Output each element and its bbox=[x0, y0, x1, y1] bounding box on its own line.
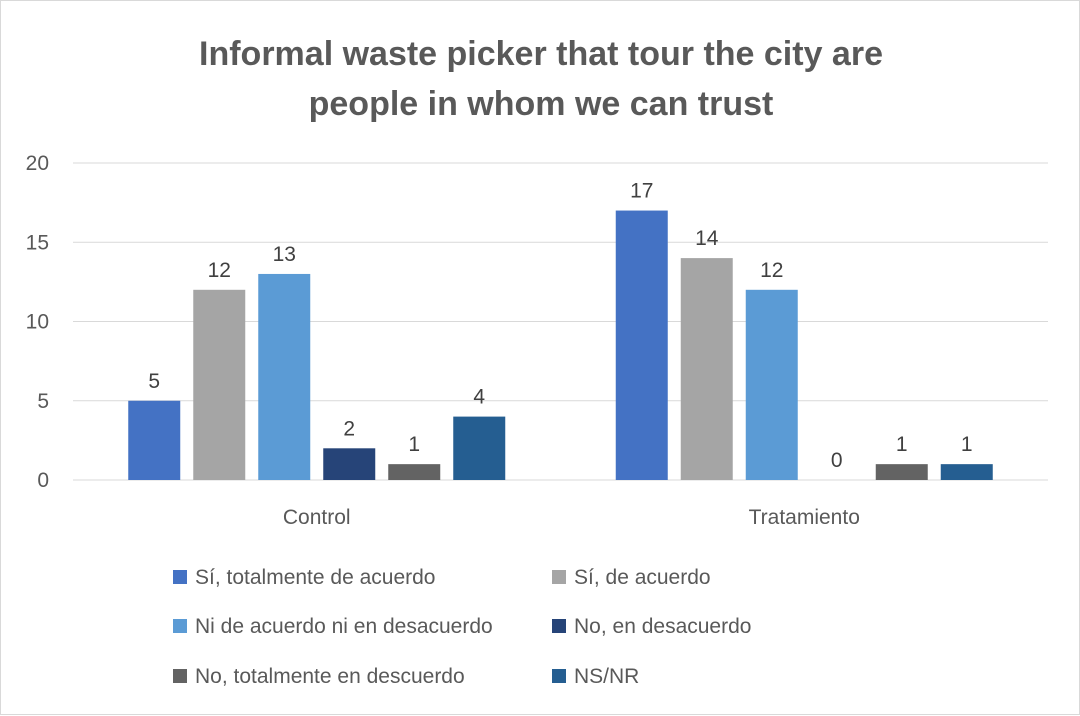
data-label: 5 bbox=[148, 370, 160, 393]
y-tick-label: 15 bbox=[26, 231, 49, 254]
y-tick-label: 10 bbox=[26, 311, 49, 334]
bar bbox=[940, 464, 993, 480]
data-label: 13 bbox=[273, 243, 296, 266]
chart-title-line-2: people in whom we can trust bbox=[308, 85, 774, 123]
legend-swatch bbox=[552, 570, 566, 584]
y-tick-label: 5 bbox=[37, 390, 49, 413]
data-label: 1 bbox=[408, 433, 420, 456]
legend-label: No, en desacuerdo bbox=[574, 615, 751, 638]
data-label: 12 bbox=[208, 259, 231, 282]
bar bbox=[388, 464, 441, 480]
data-label: 1 bbox=[896, 433, 908, 456]
bar bbox=[323, 448, 376, 480]
x-category-label: Tratamiento bbox=[749, 506, 860, 529]
bar bbox=[193, 289, 246, 480]
legend-swatch bbox=[173, 619, 187, 633]
data-label: 14 bbox=[695, 227, 719, 250]
y-tick-label: 0 bbox=[37, 469, 49, 492]
chart-title-line-1: Informal waste picker that tour the city… bbox=[199, 35, 883, 73]
bar bbox=[258, 273, 311, 480]
data-label: 12 bbox=[760, 259, 783, 282]
legend-label: Ni de acuerdo ni en desacuerdo bbox=[195, 615, 493, 638]
data-label: 17 bbox=[630, 180, 653, 203]
bar bbox=[680, 258, 733, 480]
x-category-label: Control bbox=[283, 506, 351, 529]
bar bbox=[745, 289, 798, 480]
legend-swatch bbox=[552, 669, 566, 683]
legend-label: No, totalmente en descuerdo bbox=[195, 665, 465, 688]
bar bbox=[453, 416, 506, 480]
legend-swatch bbox=[173, 669, 187, 683]
legend-label: Sí, de acuerdo bbox=[574, 566, 711, 589]
bar bbox=[615, 210, 668, 481]
legend-swatch bbox=[552, 619, 566, 633]
data-label: 2 bbox=[343, 417, 355, 440]
data-label: 1 bbox=[961, 433, 973, 456]
bar bbox=[128, 400, 181, 480]
y-tick-label: 20 bbox=[26, 152, 49, 175]
bar bbox=[875, 464, 928, 480]
legend-swatch bbox=[173, 570, 187, 584]
legend-label: NS/NR bbox=[574, 665, 639, 688]
data-label: 0 bbox=[831, 449, 843, 472]
data-label: 4 bbox=[473, 386, 485, 409]
legend-label: Sí, totalmente de acuerdo bbox=[195, 566, 436, 589]
